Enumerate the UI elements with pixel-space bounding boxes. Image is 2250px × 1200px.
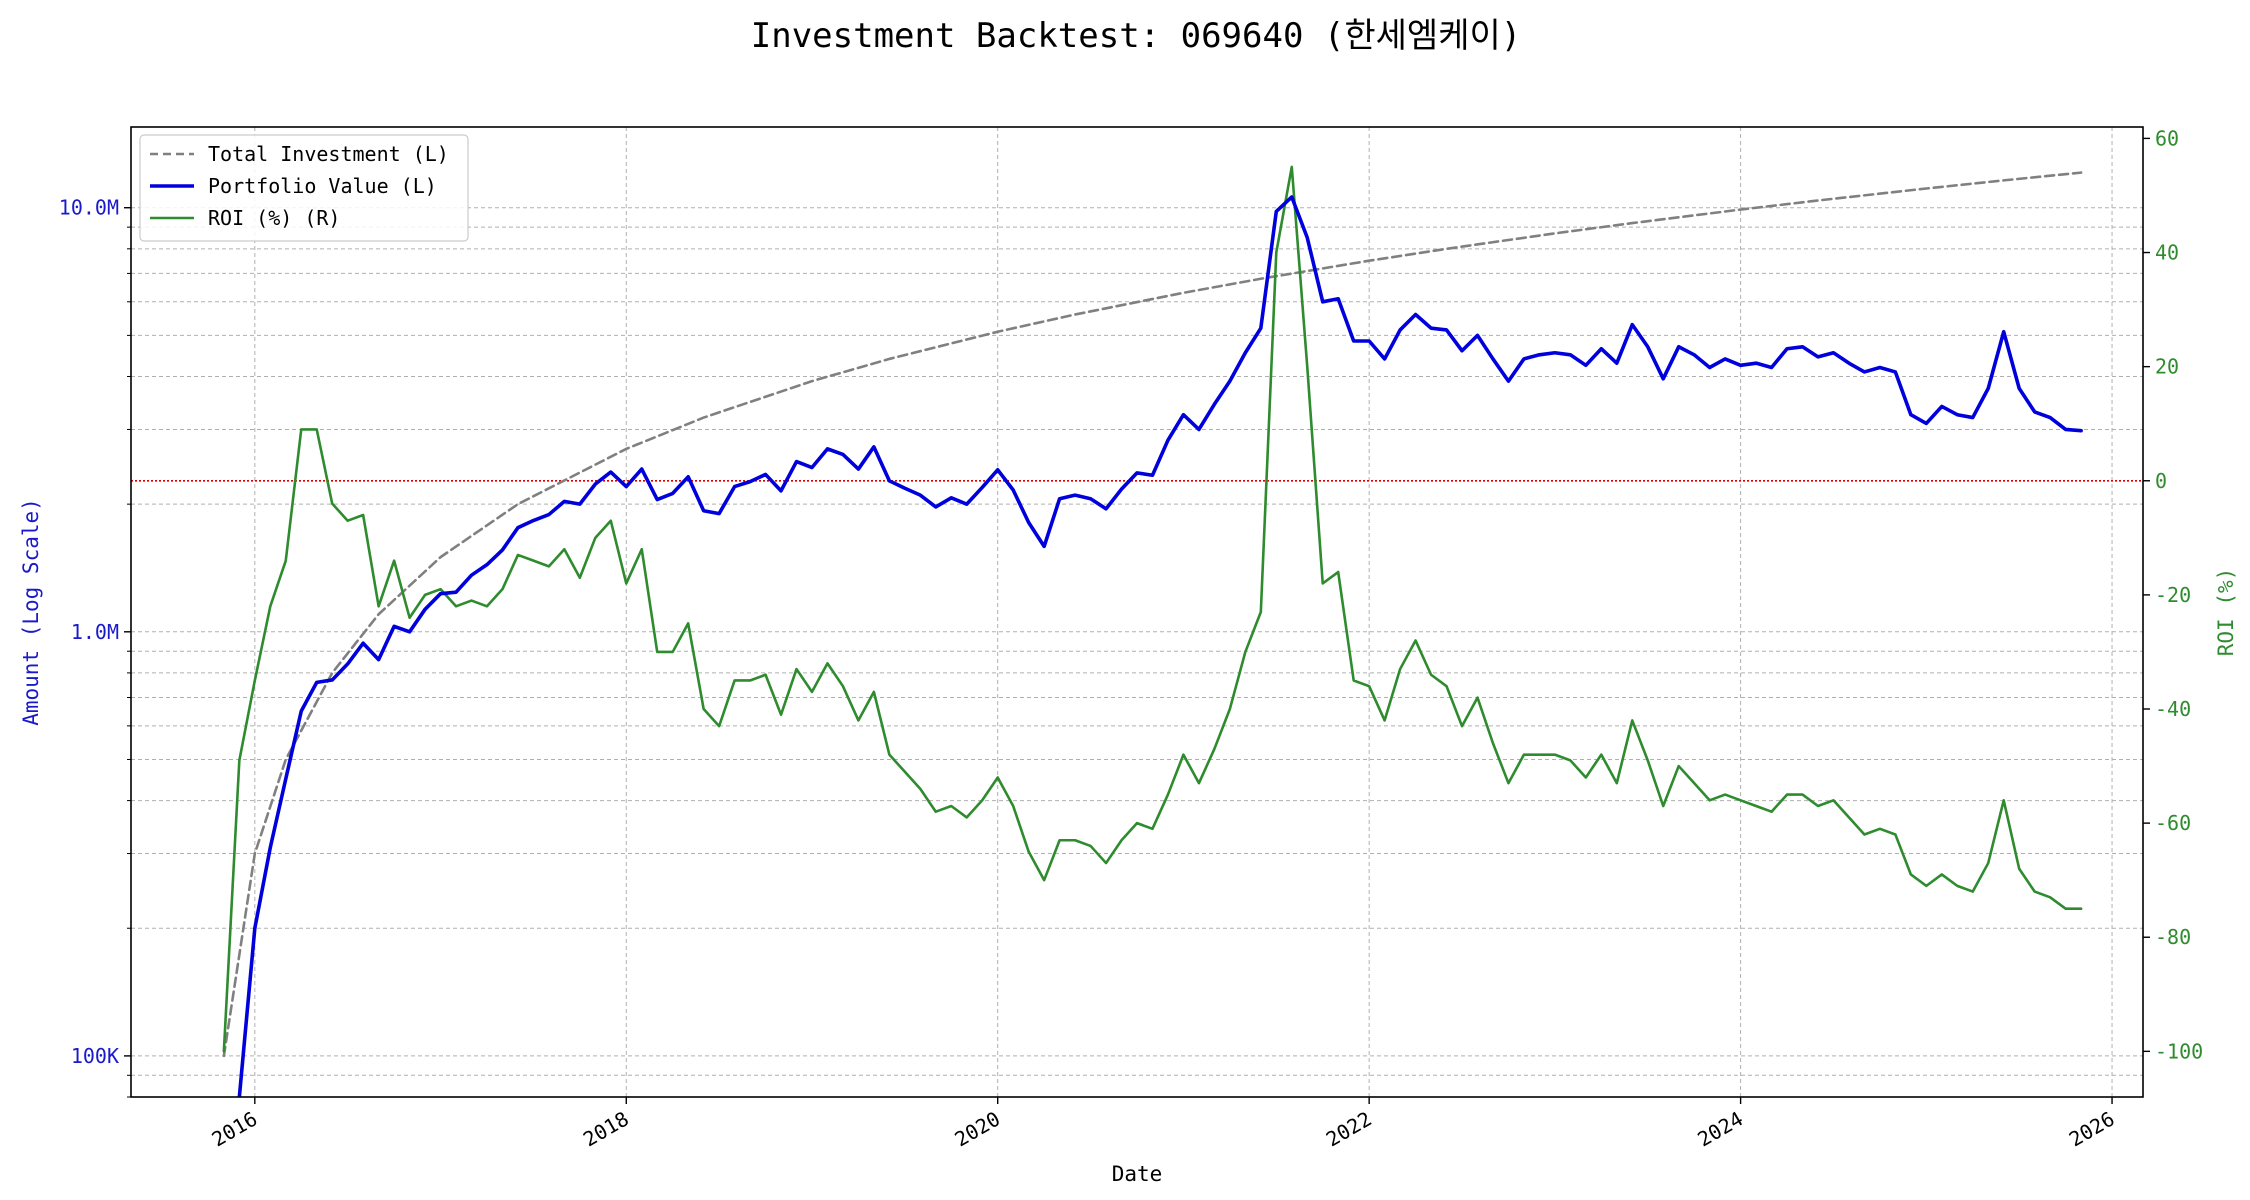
chart-title: Investment Backtest: 069640 (한세엠케이) [751,16,1522,56]
legend-label: Total Investment (L) [208,142,449,166]
y-right-tick-label: -60 [2155,811,2191,835]
total-investment-line-group [222,171,2083,1058]
x-tick-label: 2022 [1322,1107,1376,1152]
legend-label: Portfolio Value (L) [208,174,437,198]
y-right-tick-label: 20 [2155,355,2179,379]
y-right-axis-title: ROI (%) [2214,568,2238,657]
y-left-tick-label: 10.0M [59,196,119,220]
y-right-tick-label: 40 [2155,241,2179,265]
portfolio-value-line-group [237,195,2083,1097]
plot-frame [130,126,2144,1098]
x-axis: 2016 2018 2020 2022 2024 2026 [208,1097,2119,1151]
series-layer [222,165,2083,1097]
x-axis-title: Date [1112,1162,1163,1186]
y-right-tick-label: -80 [2155,925,2191,949]
x-tick-label: 2018 [579,1107,633,1152]
legend-label: ROI (%) (R) [208,206,340,230]
x-tick-label: 2026 [2065,1107,2119,1152]
y-left-tick-label: 1.0M [71,620,119,644]
legend-box [139,134,469,242]
y-right-tick-label: 60 [2155,126,2179,150]
legend: Total Investment (L) Portfolio Value (L) R… [139,134,469,242]
y-right-axis: 60 40 20 0 -20 -40 -60 -80 -100 [2143,126,2203,1063]
y-right-tick-label: 0 [2155,469,2167,493]
roi-line-group [222,165,2083,1053]
x-tick-label: 2020 [950,1107,1004,1152]
y-left-tick-label: 100K [71,1044,119,1068]
grid-layer [131,127,2143,1098]
x-tick-label: 2016 [208,1107,262,1152]
total-investment-line [222,171,2083,1058]
y-right-tick-label: -40 [2155,697,2191,721]
y-right-tick-label: -20 [2155,583,2191,607]
y-left-axis-title: Amount (Log Scale) [19,498,43,726]
roi-line [222,165,2083,1053]
y-left-axis: 100K 1.0M 10.0M [59,196,131,1098]
y-right-tick-label: -100 [2155,1039,2203,1063]
portfolio-value-line [237,195,2083,1097]
x-tick-label: 2024 [1693,1107,1747,1152]
